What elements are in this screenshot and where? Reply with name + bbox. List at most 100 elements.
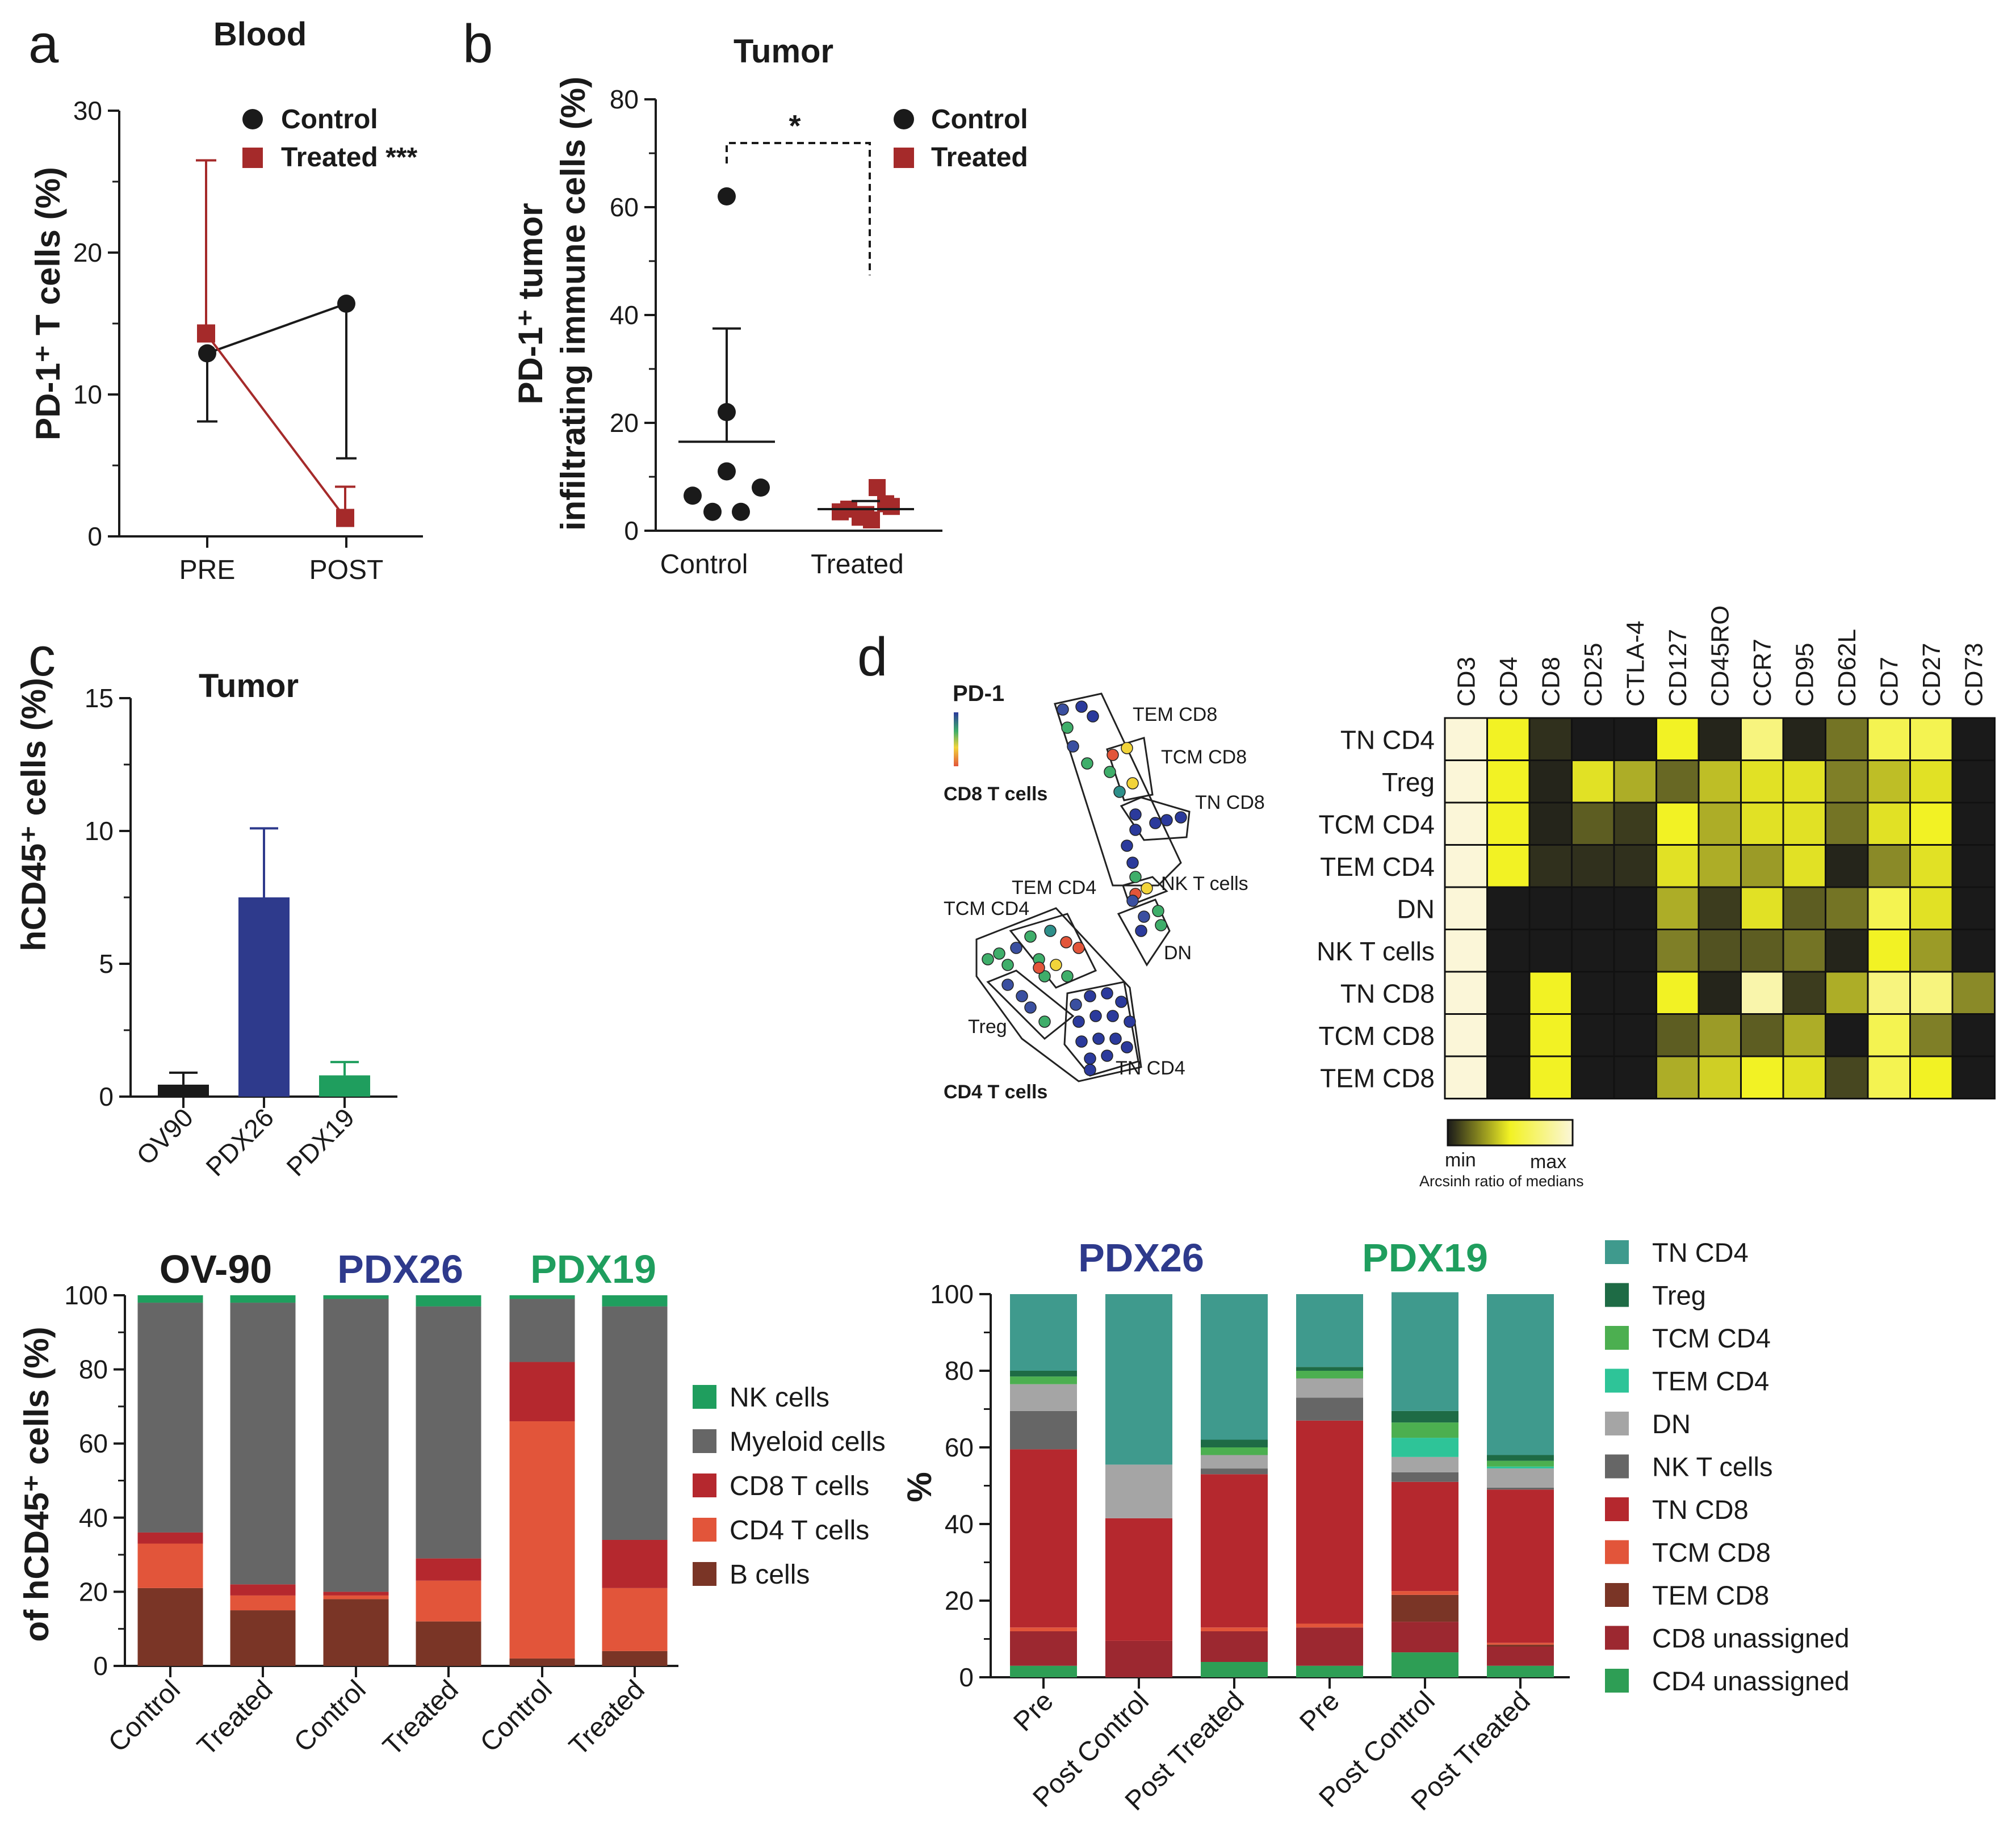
legend-swatch	[1605, 1626, 1629, 1650]
y-tick-label: 0	[87, 522, 102, 551]
stack-segment	[1391, 1591, 1458, 1595]
spade-tree	[975, 692, 1191, 1082]
legend-label: TN CD8	[1652, 1494, 1749, 1525]
legend-label: TN CD4	[1652, 1237, 1749, 1267]
heatmap-cell	[1951, 886, 1996, 930]
tn-cd4-outline	[1063, 981, 1139, 1077]
stack-segment	[602, 1539, 668, 1588]
pd1-color-scale	[954, 712, 958, 766]
legend-swatch	[1605, 1583, 1629, 1607]
heatmap-cell	[1613, 801, 1657, 846]
cluster-label-treg: Treg	[968, 1016, 1007, 1038]
data-point-treated	[863, 511, 880, 528]
heatmap-cell	[1698, 717, 1742, 761]
legend-swatch	[1605, 1540, 1629, 1564]
significance-star: *	[789, 109, 800, 143]
stack-segment	[1296, 1367, 1363, 1371]
spade-node	[1121, 742, 1133, 754]
group-title-pdx26: PDX26	[1078, 1236, 1204, 1280]
stack-segment	[416, 1621, 481, 1666]
legend-label: TEM CD4	[1652, 1366, 1769, 1396]
panel-a-legend: Control Treated ***	[242, 104, 417, 173]
x-tick-label: Control	[103, 1674, 186, 1758]
cluster-label-tn-cd4: TN CD4	[1116, 1057, 1185, 1079]
heatmap-cell	[1698, 1055, 1742, 1099]
stack-segment	[1391, 1622, 1458, 1653]
stack-segment	[1105, 1518, 1172, 1641]
stack-segment	[137, 1303, 203, 1533]
spade-node	[1070, 998, 1082, 1011]
spade-node	[1113, 786, 1126, 798]
heatmap-cell	[1951, 971, 1996, 1015]
bar-ov90	[158, 1084, 209, 1097]
x-tick-label: Treated	[192, 1674, 279, 1761]
legend-swatch-myeloid	[693, 1429, 716, 1453]
stack-segment	[1391, 1292, 1458, 1411]
x-tick-label: Control	[288, 1674, 372, 1758]
group-title-pdx26: PDX26	[337, 1247, 463, 1291]
heatmap-cell	[1444, 971, 1488, 1015]
legend-label: TCM CD4	[1652, 1323, 1771, 1353]
y-tick-label: 60	[610, 192, 639, 222]
data-point-control	[718, 187, 736, 205]
legend-label-control: Control	[931, 104, 1028, 135]
stack-segment	[1487, 1644, 1554, 1647]
x-tick-label: Treated	[811, 549, 904, 580]
legend-swatch-bcells	[693, 1562, 716, 1586]
heatmap-cell	[1655, 717, 1700, 761]
heatmap-row-label: TN CD4	[1340, 725, 1435, 754]
y-tick-label: 80	[945, 1356, 974, 1386]
heatmap-column-label: CD4	[1495, 657, 1523, 707]
stack-segment	[323, 1295, 389, 1299]
heatmap-cell	[1613, 1055, 1657, 1099]
heatmap-cell	[1740, 1013, 1784, 1057]
x-tick-label: Treated	[378, 1674, 464, 1761]
stack-segment	[509, 1295, 575, 1299]
panel-b-marks	[678, 187, 914, 528]
panel-f-ylabel: %	[900, 1472, 938, 1502]
stack-segment	[230, 1595, 296, 1611]
panel-e: of hCD45⁺ cells (%) OV-90 PDX26 PDX19 0 2…	[18, 1247, 886, 1761]
spade-node	[1024, 930, 1037, 943]
heatmap-cell	[1655, 886, 1700, 930]
heatmap-column-label: CD27	[1918, 643, 1946, 707]
spade-node	[1075, 700, 1088, 713]
heatmap-cell	[1613, 844, 1657, 888]
heatmap-cell	[1740, 844, 1784, 888]
heatmap-cell	[1613, 929, 1657, 973]
stack-segment	[416, 1580, 481, 1622]
stack-segment	[1010, 1631, 1077, 1666]
stack-segment	[230, 1610, 296, 1666]
stack-segment	[1391, 1456, 1458, 1472]
heatmap-cell	[1867, 929, 1911, 973]
heatmap-max-label: max	[1530, 1151, 1566, 1173]
spade-node	[1038, 1015, 1051, 1028]
heatmap-cell	[1486, 844, 1531, 888]
heatmap-cell	[1740, 971, 1784, 1015]
data-point-control	[198, 344, 216, 363]
heatmap-column-label: CD45RO	[1706, 606, 1734, 707]
stack-segment	[137, 1295, 203, 1303]
stack-segment	[1296, 1378, 1363, 1398]
heatmap-cell	[1951, 801, 1996, 846]
heatmap-cell	[1528, 844, 1573, 888]
spade-node	[1121, 1041, 1133, 1053]
stack-segment	[1487, 1665, 1554, 1677]
y-tick-label: 10	[85, 816, 114, 846]
heatmap-cell	[1613, 1013, 1657, 1057]
stack-segment	[1010, 1627, 1077, 1631]
spade-node	[1089, 1010, 1102, 1022]
heatmap-cell	[1909, 717, 1954, 761]
y-tick-label: 30	[73, 96, 102, 125]
panel-letter-a: a	[28, 14, 59, 74]
stack-segment	[1201, 1631, 1268, 1662]
heatmap-cell	[1613, 886, 1657, 930]
cluster-label-dn: DN	[1164, 942, 1192, 964]
y-tick-label: 20	[73, 238, 102, 267]
legend-swatch	[1605, 1283, 1629, 1307]
stack-segment	[1201, 1474, 1268, 1628]
spade-node	[1149, 817, 1162, 829]
stack-segment	[602, 1295, 668, 1307]
spade-node	[1129, 808, 1142, 821]
